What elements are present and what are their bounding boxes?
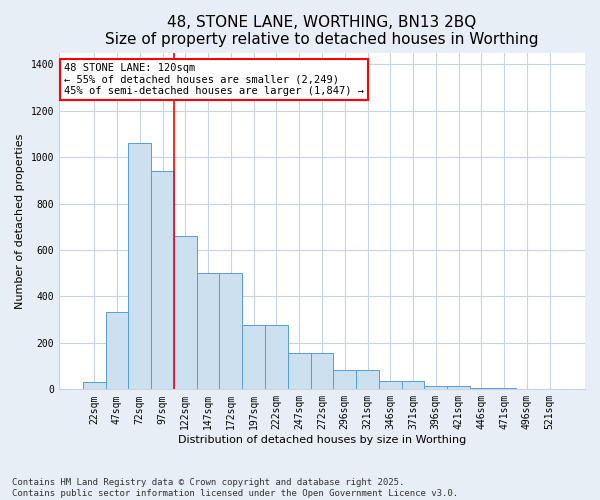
Bar [401, 381, 424, 390]
Bar [493, 388, 515, 390]
Bar [83, 382, 106, 390]
Bar [220, 274, 242, 390]
Bar [265, 326, 288, 390]
Text: Contains HM Land Registry data © Crown copyright and database right 2025.
Contai: Contains HM Land Registry data © Crown c… [12, 478, 458, 498]
Y-axis label: Number of detached properties: Number of detached properties [15, 134, 25, 308]
Bar [379, 381, 401, 390]
Bar [288, 354, 311, 390]
X-axis label: Distribution of detached houses by size in Worthing: Distribution of detached houses by size … [178, 435, 466, 445]
Bar [106, 312, 128, 390]
Bar [174, 236, 197, 390]
Bar [151, 171, 174, 390]
Bar [311, 354, 334, 390]
Bar [356, 370, 379, 390]
Bar [197, 274, 220, 390]
Title: 48, STONE LANE, WORTHING, BN13 2BQ
Size of property relative to detached houses : 48, STONE LANE, WORTHING, BN13 2BQ Size … [105, 15, 539, 48]
Bar [470, 388, 493, 390]
Bar [128, 144, 151, 390]
Bar [447, 386, 470, 390]
Text: 48 STONE LANE: 120sqm
← 55% of detached houses are smaller (2,249)
45% of semi-d: 48 STONE LANE: 120sqm ← 55% of detached … [64, 63, 364, 96]
Bar [424, 386, 447, 390]
Bar [242, 326, 265, 390]
Bar [334, 370, 356, 390]
